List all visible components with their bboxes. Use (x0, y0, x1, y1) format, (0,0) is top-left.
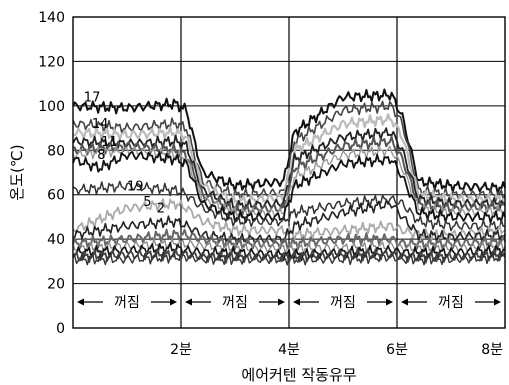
state-band: 꺼짐 (401, 290, 501, 312)
arrow-left-icon (77, 298, 84, 306)
y-tick-label: 100 (38, 99, 65, 115)
state-band: 꺼짐 (77, 290, 177, 312)
arrow-right-icon (278, 298, 285, 306)
annotation-layer: 17 14 118 195 2 (84, 90, 165, 216)
x-tick-label: 6분 (386, 342, 408, 358)
state-band: 꺼짐 (293, 290, 393, 312)
series-number-label: 11 (101, 135, 118, 150)
state-bands: 꺼짐 꺼짐 꺼짐 꺼짐 (77, 290, 501, 312)
band-label: 꺼짐 (438, 295, 464, 311)
band-label: 꺼짐 (330, 295, 356, 311)
y-tick-label: 140 (38, 10, 65, 26)
x-axis-label: 에어커텐 작동유무 (241, 366, 356, 384)
band-label-bg (319, 290, 367, 312)
y-tick-label: 40 (47, 232, 65, 248)
series-number-label: 8 (97, 148, 105, 163)
x-tick-label: 4분 (278, 342, 300, 358)
band-label: 꺼짐 (222, 295, 248, 311)
series-line (72, 135, 506, 217)
y-tick-label: 120 (38, 54, 65, 70)
series-line (72, 237, 506, 255)
series-line (72, 88, 506, 195)
series-number-label: 19 (127, 179, 144, 194)
arrow-left-icon (401, 298, 408, 306)
y-tick-label: 0 (56, 321, 65, 337)
y-tick-label: 80 (47, 143, 65, 159)
series-number-label: 5 (143, 195, 151, 210)
series-layer (72, 88, 506, 266)
arrow-left-icon (185, 298, 192, 306)
state-band: 꺼짐 (185, 290, 285, 312)
series-line (72, 198, 506, 242)
band-label-bg (427, 290, 475, 312)
arrow-right-icon (170, 298, 177, 306)
y-axis-label: 온도(℃) (8, 144, 26, 200)
arrow-left-icon (293, 298, 300, 306)
series-line (72, 251, 506, 266)
x-axis-ticks: 2분 4분 6분 8분 (170, 342, 503, 358)
series-line (72, 113, 506, 208)
y-tick-label: 60 (47, 188, 65, 204)
series-line (72, 241, 506, 262)
series-line (72, 180, 506, 232)
band-label-bg (103, 290, 151, 312)
arrow-right-icon (386, 298, 393, 306)
band-label: 꺼짐 (114, 295, 140, 311)
plot-frame (72, 16, 506, 329)
y-axis-ticks: 0 20 40 60 80 100 120 140 (38, 10, 65, 337)
series-number-label: 2 (157, 201, 165, 216)
series-line (72, 100, 506, 202)
y-tick-label: 20 (47, 277, 65, 293)
x-tick-label: 2분 (170, 342, 192, 358)
series-number-label: 14 (92, 117, 109, 132)
x-tick-label: 8분 (481, 342, 503, 358)
band-label-bg (211, 290, 259, 312)
series-number-label: 17 (84, 90, 101, 105)
arrow-right-icon (494, 298, 501, 306)
series-line (72, 228, 506, 251)
series-line (72, 199, 506, 246)
series-line (72, 151, 506, 224)
